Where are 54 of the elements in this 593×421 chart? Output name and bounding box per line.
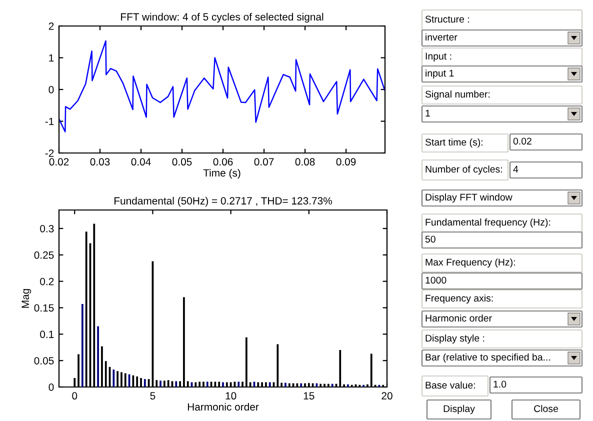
text: Harmonic order [426,314,492,322]
text: 1 [426,110,430,117]
y-tick-label: -1 [45,118,54,126]
text: 1000 [426,276,446,284]
x-tick-label: 10 [226,392,236,400]
text: Signal number: [425,90,490,100]
text: Input : [426,52,452,62]
y-tick-label: 0 [48,384,54,391]
x-tick-label: 15 [304,392,314,400]
y-tick-label: 0.3 [40,224,54,232]
text: Bar (relative to specified ba... [426,353,550,363]
text: Number of cycles: [426,165,502,175]
text: input 1 [426,69,454,79]
x-tick-label: 0.05 [172,158,192,166]
x-tick-label: 0.02 [49,158,69,166]
text: 0.02 [513,138,532,145]
y-tick-label: 1 [49,54,54,62]
y-tick-label: 0.05 [34,357,54,364]
x-tick-label: 20 [382,392,392,400]
y-tick-label: 0.1 [40,330,54,338]
text: Display FFT window [426,193,512,203]
text: Frequency axis: [426,294,493,304]
text: Start time (s): [425,138,482,148]
y-axis-title: Mag [22,289,32,308]
x-axis-title: Harmonic order [188,402,259,411]
x-tick-label: 0.08 [295,158,315,166]
text: Structure : [425,16,469,23]
x-tick-label: 0.07 [254,158,274,166]
text: Base value: [426,381,475,389]
y-tick-label: 0.2 [40,278,54,286]
text: 1.0 [494,380,506,388]
x-tick-label: 5 [150,392,156,400]
chart-title: FFT window: 4 of 5 cycles of selected signal [121,12,324,23]
x-tick-label: 0 [72,392,78,400]
x-axis-title: Time (s) [203,168,240,179]
x-tick-label: 0.09 [336,158,356,166]
text: Display style : [426,334,484,344]
y-tick-label: 0.25 [34,251,54,259]
text: 4 [513,166,518,173]
text: Close [534,404,558,412]
x-tick-label: 0.03 [90,158,110,166]
y-tick-label: 0.15 [34,304,54,312]
y-tick-label: -2 [45,150,54,157]
text: 50 [425,236,436,243]
text: Display [444,404,475,414]
y-tick-label: 2 [48,22,54,30]
text: inverter [426,33,458,41]
y-tick-label: 0 [48,86,54,94]
x-tick-label: 0.04 [131,158,151,166]
line-series [59,40,385,132]
x-tick-label: 0.06 [213,158,233,166]
chart-title: Fundamental (50Hz) = 0.2717 , THD= 123.73% [114,196,332,207]
text: Max Frequency (Hz): [426,258,515,268]
text: Fundamental frequency (Hz): [426,218,550,228]
